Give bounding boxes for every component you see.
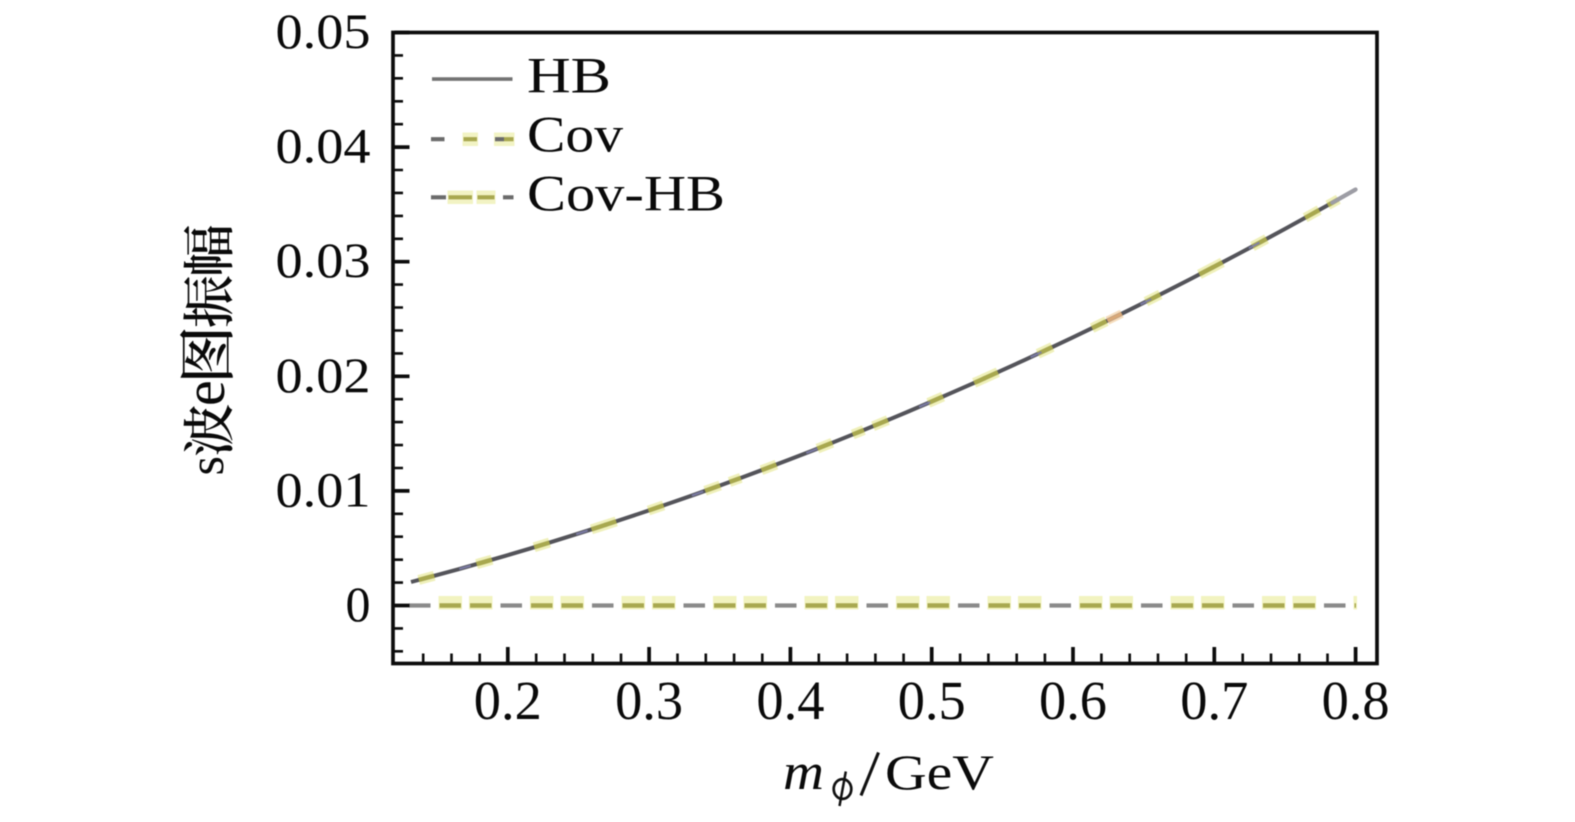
svg-text:0.05: 0.05 bbox=[276, 3, 371, 59]
svg-text:0.6: 0.6 bbox=[1039, 670, 1107, 731]
svg-text:s: s bbox=[178, 456, 234, 475]
svg-text:HB: HB bbox=[527, 49, 611, 105]
svg-text:0.04: 0.04 bbox=[276, 118, 371, 174]
svg-text:0.7: 0.7 bbox=[1180, 670, 1248, 731]
svg-text:0.3: 0.3 bbox=[615, 670, 683, 731]
svg-text:m: m bbox=[783, 744, 824, 801]
svg-text:0.01: 0.01 bbox=[276, 461, 371, 517]
svg-text:GeV: GeV bbox=[885, 744, 994, 800]
svg-text:0: 0 bbox=[346, 576, 371, 632]
svg-text:0.4: 0.4 bbox=[756, 670, 824, 731]
svg-text:0.02: 0.02 bbox=[276, 347, 371, 403]
svg-text:0.8: 0.8 bbox=[1322, 670, 1390, 731]
svg-text:e: e bbox=[172, 380, 237, 406]
svg-text:Cov-HB: Cov-HB bbox=[527, 167, 725, 223]
svg-text:0.2: 0.2 bbox=[474, 670, 542, 731]
svg-text:0.03: 0.03 bbox=[276, 232, 371, 288]
svg-text:0.5: 0.5 bbox=[898, 670, 966, 731]
svg-text:Cov: Cov bbox=[527, 108, 624, 164]
